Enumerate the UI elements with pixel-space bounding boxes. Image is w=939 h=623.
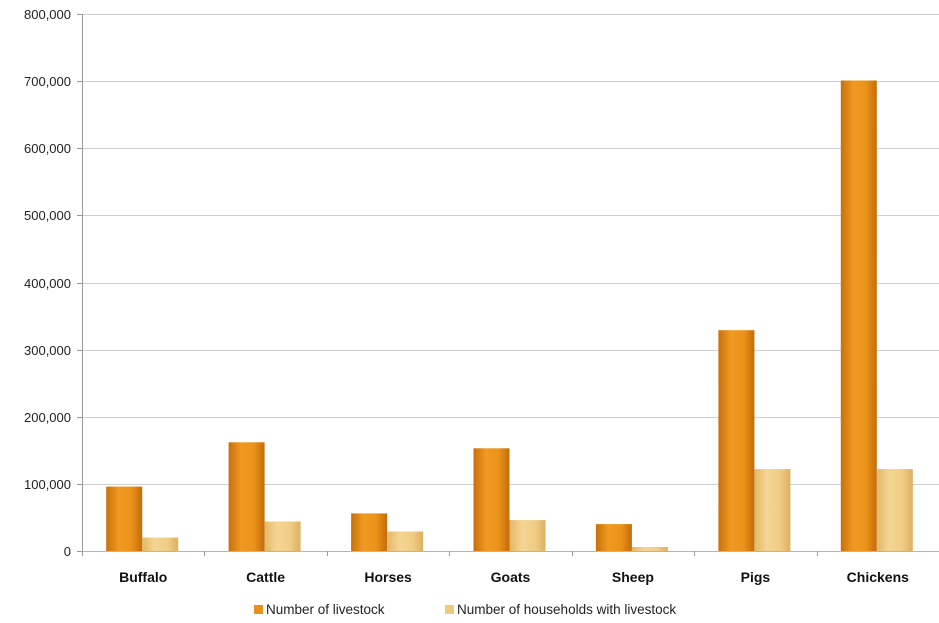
bar-cattle-series-2 bbox=[264, 521, 301, 551]
legend-swatch bbox=[445, 605, 454, 614]
bar-cattle-series-1 bbox=[228, 442, 265, 551]
bar-chickens-series-1 bbox=[840, 80, 877, 551]
y-tick-label: 800,000 bbox=[24, 7, 71, 22]
bars bbox=[106, 80, 913, 551]
y-tick-label: 0 bbox=[64, 544, 71, 559]
bar-chickens-series-2 bbox=[876, 469, 913, 551]
legend: Number of livestock Number of households … bbox=[254, 602, 676, 617]
y-axis: 0 100,000 200,000 300,000 400,000 500,000 600,… bbox=[24, 7, 83, 559]
y-tick-label: 500,000 bbox=[24, 208, 71, 223]
bar-pigs-series-2 bbox=[754, 469, 791, 551]
legend-label: Number of households with livestock bbox=[457, 602, 676, 617]
bar-goats-series-2 bbox=[509, 520, 546, 551]
bar-goats-series-1 bbox=[473, 448, 510, 551]
x-category-label: Cattle bbox=[246, 569, 285, 585]
bar-buffalo-series-2 bbox=[142, 537, 179, 551]
gridlines bbox=[82, 14, 939, 552]
y-tick-label: 100,000 bbox=[24, 477, 71, 492]
bar-pigs-series-1 bbox=[718, 330, 755, 551]
y-tick-label: 300,000 bbox=[24, 343, 71, 358]
bar-sheep-series-1 bbox=[595, 524, 632, 551]
y-tick-label: 600,000 bbox=[24, 141, 71, 156]
y-tick-label: 400,000 bbox=[24, 276, 71, 291]
bar-sheep-series-2 bbox=[631, 547, 668, 551]
x-category-label: Pigs bbox=[741, 569, 771, 585]
bar-horses-series-2 bbox=[387, 531, 424, 551]
x-category-label: Horses bbox=[364, 569, 412, 585]
legend-swatch bbox=[254, 605, 263, 614]
x-category-label: Buffalo bbox=[119, 569, 167, 585]
x-category-label: Chickens bbox=[847, 569, 909, 585]
bar-horses-series-1 bbox=[351, 513, 388, 551]
legend-label: Number of livestock bbox=[266, 602, 385, 617]
x-category-label: Sheep bbox=[612, 569, 654, 585]
y-tick-label: 200,000 bbox=[24, 410, 71, 425]
y-tick-label: 700,000 bbox=[24, 74, 71, 89]
x-category-label: Goats bbox=[491, 569, 531, 585]
bar-buffalo-series-1 bbox=[106, 486, 143, 551]
x-axis: Buffalo Cattle Horses Goats Sheep Pigs Chicken… bbox=[82, 551, 909, 585]
